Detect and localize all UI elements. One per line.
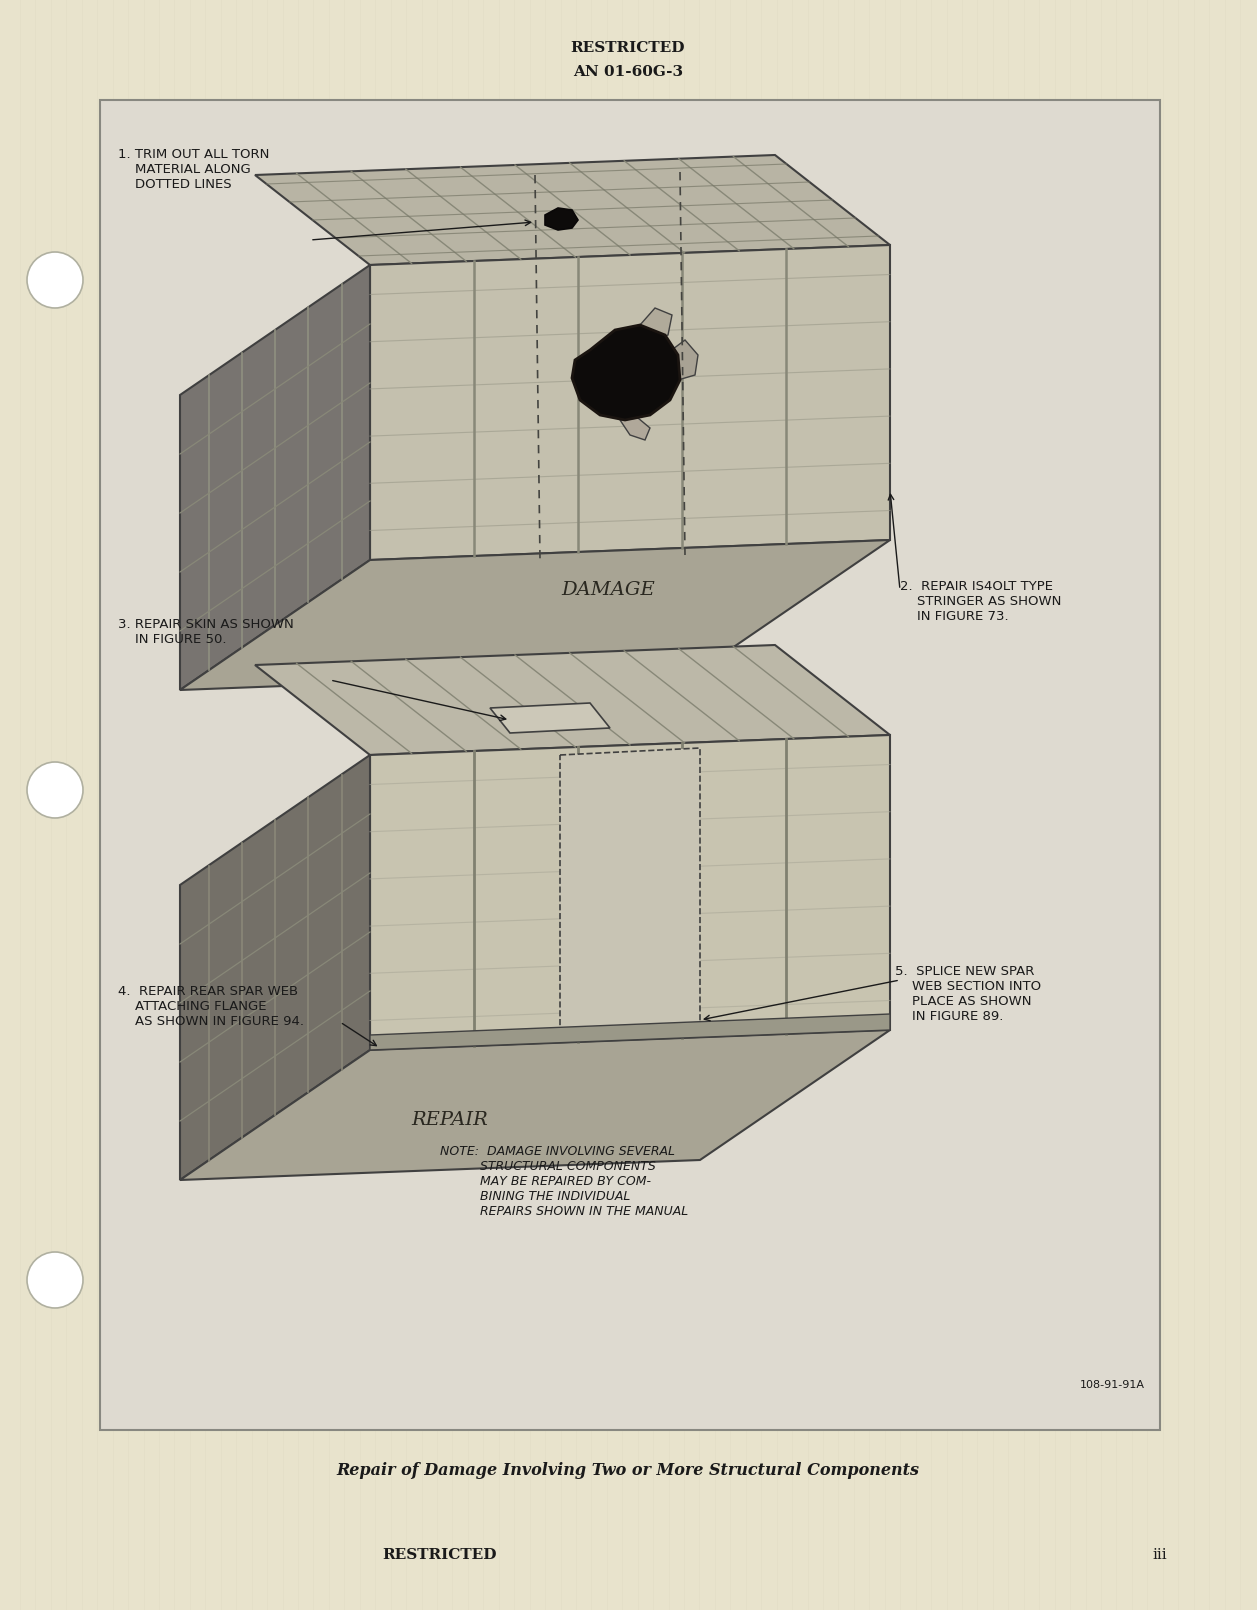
Polygon shape [370,1014,890,1050]
Polygon shape [665,340,698,380]
Text: iii: iii [1153,1547,1168,1562]
Polygon shape [561,749,700,1037]
Polygon shape [370,245,890,560]
Text: AN 01-60G-3: AN 01-60G-3 [573,64,683,79]
Circle shape [26,762,83,818]
Text: REPAIR: REPAIR [411,1111,489,1129]
Polygon shape [255,646,890,755]
Text: RESTRICTED: RESTRICTED [382,1547,498,1562]
Polygon shape [180,266,370,691]
Text: Repair of Damage Involving Two or More Structural Components: Repair of Damage Involving Two or More S… [337,1462,920,1478]
Text: 4.  REPAIR REAR SPAR WEB
    ATTACHING FLANGE
    AS SHOWN IN FIGURE 94.: 4. REPAIR REAR SPAR WEB ATTACHING FLANGE… [118,985,304,1029]
Polygon shape [620,419,650,440]
Polygon shape [255,155,890,266]
Text: 108-91-91A: 108-91-91A [1080,1380,1145,1389]
Circle shape [26,253,83,308]
Text: 3. REPAIR SKIN AS SHOWN
    IN FIGURE 50.: 3. REPAIR SKIN AS SHOWN IN FIGURE 50. [118,618,294,646]
Text: 2.  REPAIR IS4OLT TYPE
    STRINGER AS SHOWN
    IN FIGURE 73.: 2. REPAIR IS4OLT TYPE STRINGER AS SHOWN … [900,580,1061,623]
Text: RESTRICTED: RESTRICTED [571,40,685,55]
Text: 5.  SPLICE NEW SPAR
    WEB SECTION INTO
    PLACE AS SHOWN
    IN FIGURE 89.: 5. SPLICE NEW SPAR WEB SECTION INTO PLAC… [895,964,1041,1022]
Polygon shape [180,755,370,1180]
Circle shape [26,1253,83,1307]
Polygon shape [640,308,672,340]
Polygon shape [546,208,578,230]
Bar [101,100,1160,1430]
Polygon shape [180,1030,890,1180]
Text: NOTE:  DAMAGE INVOLVING SEVERAL
          STRUCTURAL COMPONENTS
          MAY BE: NOTE: DAMAGE INVOLVING SEVERAL STRUCTURA… [440,1145,689,1219]
Text: 1. TRIM OUT ALL TORN
    MATERIAL ALONG
    DOTTED LINES: 1. TRIM OUT ALL TORN MATERIAL ALONG DOTT… [118,148,269,192]
Polygon shape [572,325,680,420]
Text: DAMAGE: DAMAGE [561,581,655,599]
Polygon shape [180,539,890,691]
Polygon shape [490,704,610,733]
Polygon shape [370,736,890,1050]
